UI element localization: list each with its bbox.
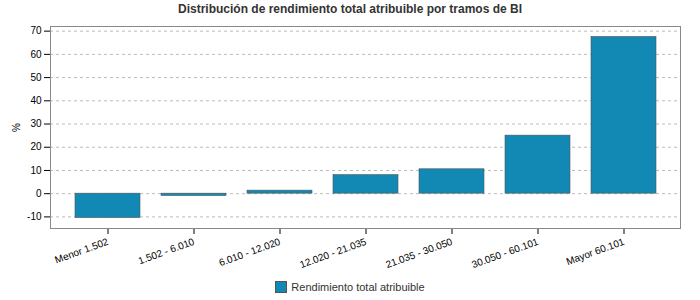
svg-text:50: 50 <box>30 72 42 83</box>
svg-text:Mayor 60.101: Mayor 60.101 <box>565 236 627 267</box>
svg-text:40: 40 <box>30 95 42 106</box>
svg-text:0: 0 <box>36 188 42 199</box>
svg-text:-10: -10 <box>27 211 42 222</box>
svg-text:30: 30 <box>30 118 42 129</box>
svg-text:%: % <box>11 123 22 132</box>
svg-text:6.010 - 12.020: 6.010 - 12.020 <box>217 236 282 269</box>
svg-text:70: 70 <box>30 25 42 36</box>
html-text:Distribución de rendimiento to: Distribución de rendimiento total atribu… <box>178 2 522 16</box>
svg-text:30.050 - 60.101: 30.050 - 60.101 <box>470 236 540 270</box>
svg-text:12.020 - 21.035: 12.020 - 21.035 <box>298 236 368 270</box>
svg-text:1.502 - 6.010: 1.502 - 6.010 <box>137 236 197 267</box>
svg-text:21.035 - 30.050: 21.035 - 30.050 <box>384 236 454 270</box>
svg-text:20: 20 <box>30 141 42 152</box>
svg-text:Menor 1.502: Menor 1.502 <box>53 236 110 266</box>
svg-text:60: 60 <box>30 49 42 60</box>
html-text:Rendimiento total atribuible: Rendimiento total atribuible <box>291 281 425 293</box>
svg-text:10: 10 <box>30 165 42 176</box>
